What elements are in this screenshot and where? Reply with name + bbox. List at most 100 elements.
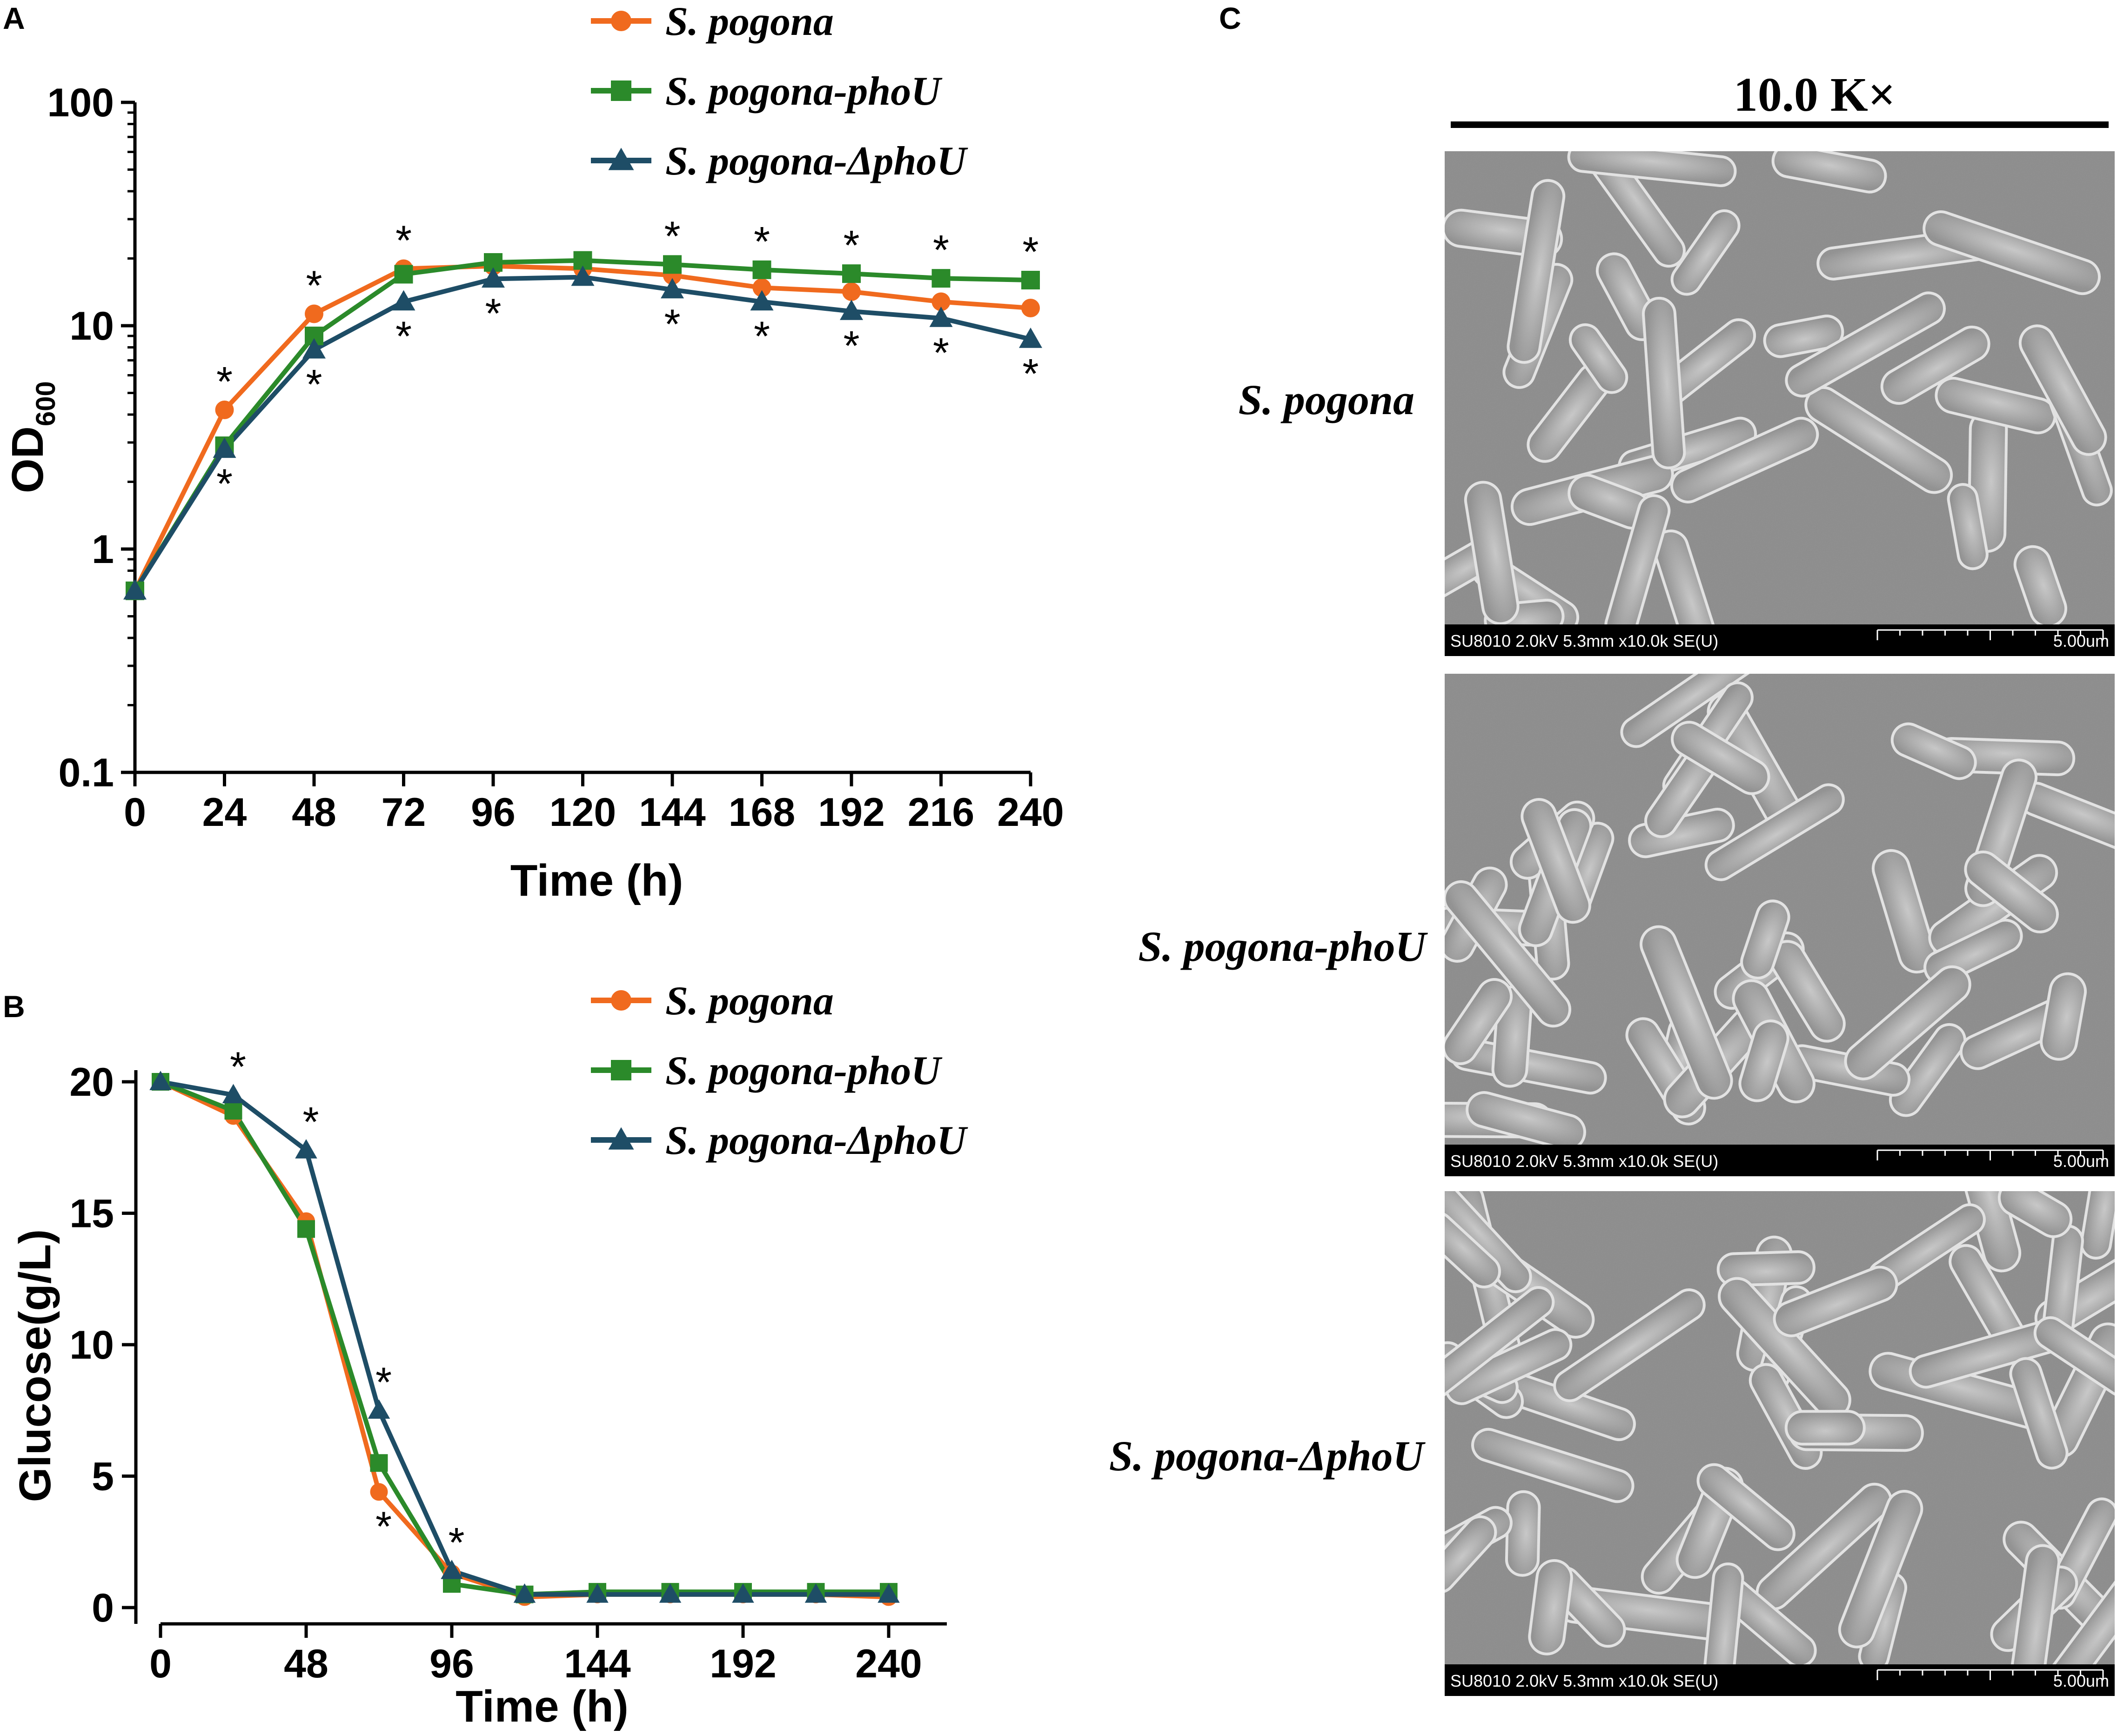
a-significance-mark: * [843, 323, 859, 369]
a-point-2 [661, 278, 684, 299]
b-x-tick-label: 240 [855, 1642, 922, 1686]
b-x-tick-label: 0 [149, 1642, 172, 1686]
a-point-1 [663, 255, 682, 274]
b-significance-mark: * [302, 1099, 319, 1146]
a-x-tick-label: 192 [818, 790, 885, 835]
a-series-line-2 [133, 275, 1032, 592]
sem-noise-overlay [1445, 1191, 2115, 1664]
b-significance-mark: * [448, 1520, 464, 1566]
b-y-axis-title: Glucose(g/L) [10, 1229, 60, 1502]
a-legend-label-0: S. pogona [665, 0, 834, 44]
b-point-2 [804, 1583, 827, 1603]
panel-b-letter: B [3, 989, 25, 1024]
a-point-2 [1019, 328, 1042, 348]
b-point-0 [370, 1483, 388, 1501]
a-significance-mark: * [754, 314, 770, 360]
a-significance-mark: * [1022, 351, 1038, 397]
a-point-0 [215, 400, 234, 419]
b-significance-mark: * [375, 1503, 392, 1550]
b-significance-mark: * [230, 1044, 246, 1090]
b-x-tick-label: 144 [564, 1642, 631, 1686]
a-point-0 [305, 304, 323, 323]
a-x-tick-label: 24 [202, 790, 247, 835]
a-significance-mark: * [1022, 229, 1038, 275]
a-significance-mark: * [933, 330, 949, 376]
b-x-axis-title: Time (h) [456, 1682, 629, 1731]
b-y-tick-label: 20 [69, 1060, 114, 1105]
b-point-2 [441, 1560, 463, 1579]
a-y-tick-label: 10 [69, 304, 114, 349]
a-x-tick-label: 168 [729, 790, 796, 835]
a-point-2 [302, 338, 326, 359]
panel-c-letter: C [1219, 1, 1241, 35]
b-point-2 [149, 1071, 172, 1090]
a-point-2 [840, 300, 863, 320]
a-point-1 [931, 269, 951, 288]
a-x-tick-label: 120 [549, 790, 616, 835]
a-x-tick-label: 96 [471, 790, 516, 835]
sem-info-text: SU8010 2.0kV 5.3mm x10.0k SE(U) [1450, 1152, 1718, 1171]
a-x-tick-label: 240 [997, 790, 1064, 835]
a-significance-mark: * [395, 217, 412, 264]
b-point-2 [732, 1583, 754, 1603]
a-x-axis-title: Time (h) [510, 856, 683, 905]
a-legend-marker-0 [611, 11, 631, 31]
b-point-2 [295, 1139, 317, 1159]
a-x-tick-label: 0 [124, 790, 146, 835]
sem-strain-label: S. pogona-phoU [1138, 923, 1428, 970]
a-x-tick-label: 72 [382, 790, 426, 835]
a-significance-mark: * [843, 222, 859, 269]
sem-info-text: SU8010 2.0kV 5.3mm x10.0k SE(U) [1450, 631, 1718, 650]
b-legend-marker-2 [608, 1127, 634, 1150]
a-series-line-1 [133, 258, 1031, 592]
b-point-1 [297, 1220, 315, 1238]
b-legend-label-1: S. pogona-phoU [665, 1048, 943, 1093]
a-point-0 [842, 282, 861, 301]
a-point-1 [394, 265, 413, 284]
b-legend-marker-0 [611, 990, 631, 1011]
a-point-2 [482, 267, 505, 288]
b-point-2 [878, 1583, 900, 1603]
a-significance-mark: * [933, 227, 949, 274]
a-significance-mark: * [754, 219, 770, 265]
sem-info-text: SU8010 2.0kV 5.3mm x10.0k SE(U) [1450, 1671, 1718, 1690]
a-point-2 [571, 265, 595, 286]
b-x-tick-label: 96 [429, 1642, 474, 1686]
b-x-tick-label: 192 [710, 1642, 777, 1686]
a-significance-mark: * [664, 302, 680, 348]
panel-a-letter: A [3, 1, 25, 35]
glucose-chart: 0 5 10 15 20 0 48 96 144 192 240 Time (h) Glucose(g/… [10, 979, 968, 1731]
sem-strain-label: S. pogona [1239, 376, 1414, 423]
a-significance-mark: * [664, 213, 680, 260]
b-point-2 [222, 1084, 245, 1104]
a-y-axis-subscript: 600 [31, 381, 61, 426]
growth-chart: 0.1 1 10 100 0 24 48 72 96 120 144 168 192 216 240 Time… [3, 0, 1064, 905]
b-y-tick-label: 10 [69, 1323, 114, 1367]
b-y-tick-label: 0 [92, 1586, 114, 1630]
b-point-1 [370, 1454, 388, 1472]
a-legend-marker-2 [608, 147, 634, 170]
a-point-1 [1021, 271, 1040, 290]
sem-image-0: SU8010 2.0kV 5.3mm x10.0k SE(U) 5.00umS. … [1239, 151, 2115, 656]
a-legend-label-1: S. pogona-phoU [665, 69, 943, 114]
b-y-tick-label: 5 [92, 1454, 114, 1499]
sem-strain-label: S. pogona-ΔphoU [1109, 1432, 1426, 1480]
b-y-tick-label: 15 [69, 1192, 114, 1236]
sem-image-1: SU8010 2.0kV 5.3mm x10.0k SE(U) 5.00umS. … [1138, 674, 2115, 1176]
b-point-1 [224, 1102, 242, 1120]
b-point-2 [513, 1583, 536, 1603]
a-x-tick-label: 144 [639, 790, 706, 835]
a-significance-mark: * [306, 362, 322, 408]
a-significance-mark: * [216, 359, 233, 405]
a-y-tick-label: 100 [47, 80, 114, 125]
a-point-0 [1021, 298, 1040, 317]
sem-noise-overlay [1445, 151, 2115, 624]
sem-noise-overlay [1445, 674, 2115, 1145]
a-point-1 [842, 264, 861, 283]
a-point-2 [213, 437, 236, 458]
magnification-label: 10.0 K× [1734, 68, 1896, 121]
b-significance-mark: * [375, 1359, 392, 1406]
a-point-0 [931, 292, 951, 311]
b-legend-label-0: S. pogona [665, 979, 834, 1024]
a-x-tick-label: 48 [292, 790, 336, 835]
